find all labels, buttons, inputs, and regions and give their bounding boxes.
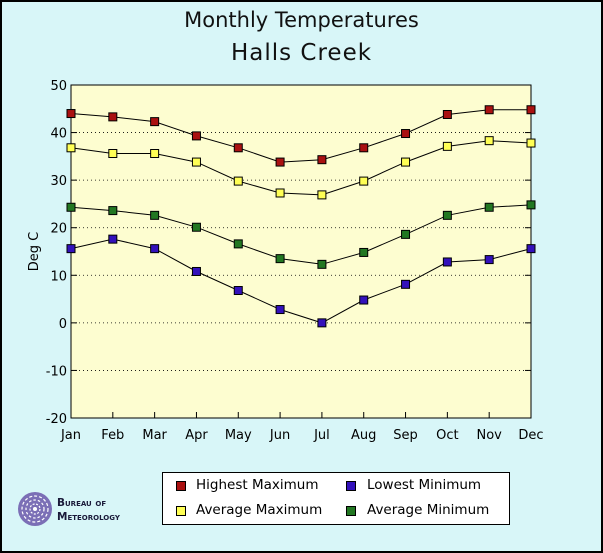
x-tick-label: Jul [313,428,330,443]
logo-line1: Bureau of [57,497,107,509]
x-tick-label: Dec [518,428,543,443]
data-point-3-3 [191,266,201,276]
data-point-3-5 [275,305,285,315]
data-point-3-7 [359,295,369,305]
legend-label-average-maximum: Average Maximum [196,502,323,518]
data-point-2-3 [191,222,201,232]
x-tick-label: Apr [185,428,208,443]
x-tick-label: May [225,428,252,443]
data-point-3-2 [150,244,160,254]
x-tick-label: Aug [351,428,376,443]
y-tick-label: 0 [59,317,67,332]
data-point-3-10 [484,255,494,265]
y-axis-label: Deg C [27,232,42,271]
y-tick-label: 50 [50,79,67,94]
data-point-0-0 [66,109,76,119]
data-point-1-2 [150,149,160,159]
data-point-0-3 [191,131,201,141]
series-line-3 [70,238,532,324]
chart-legend: Highest Maximum Lowest Minimum Average M… [162,472,510,525]
data-point-2-9 [442,210,452,220]
y-tick-label: 40 [50,127,67,142]
data-point-0-9 [442,109,452,119]
data-point-3-8 [401,279,411,289]
data-point-0-2 [150,117,160,127]
chart-subtitle: Halls Creek [230,40,373,66]
bureau-swirl-icon [18,492,52,526]
data-point-0-7 [359,143,369,153]
y-tick-label: 20 [50,222,67,237]
legend-label-lowest-minimum: Lowest Minimum [367,477,482,493]
data-point-2-7 [359,247,369,257]
data-point-3-6 [317,318,327,328]
legend-label-highest-maximum: Highest Maximum [196,477,319,493]
y-tick-label: -10 [46,364,67,379]
logo-text: Bureau of Meteorology [57,496,120,524]
x-tick-label: Jan [60,428,81,443]
series-line-0 [70,109,531,163]
data-point-1-6 [317,190,327,200]
x-tick-label: Oct [436,428,458,443]
data-point-1-0 [66,143,76,153]
x-tick-label: Jun [269,428,290,443]
data-point-3-4 [233,286,243,296]
y-tick-label: -20 [46,412,67,427]
data-point-1-5 [275,188,285,198]
x-tick-label: Nov [476,428,502,443]
data-point-0-11 [526,105,536,115]
data-point-3-1 [108,234,118,244]
data-point-3-0 [66,244,76,254]
data-point-1-1 [108,149,118,159]
data-point-0-4 [233,143,243,153]
legend-swatch-lowest-minimum [346,481,356,491]
logo-line2: Meteorology [57,511,120,523]
legend-label-average-minimum: Average Minimum [367,502,490,518]
data-point-2-2 [150,210,160,220]
data-point-2-8 [401,229,411,239]
legend-swatch-highest-maximum [176,481,186,491]
data-point-1-3 [191,157,201,167]
data-point-0-6 [317,155,327,165]
data-point-1-4 [233,176,243,186]
data-point-1-7 [359,176,369,186]
data-point-3-9 [442,257,452,267]
y-tick-label: 30 [50,174,67,189]
data-point-0-8 [401,129,411,139]
x-tick-label: Mar [142,428,167,443]
data-point-2-11 [526,200,536,210]
x-tick-label: Feb [101,428,124,443]
data-point-1-10 [484,136,494,146]
data-point-3-11 [526,244,536,254]
series-line-2 [70,204,532,265]
data-point-0-5 [275,157,285,167]
data-point-2-10 [484,202,494,212]
y-tick-label: 10 [50,269,67,284]
plot-area [71,85,531,418]
data-point-2-5 [275,254,285,264]
x-tick-label: Sep [393,428,418,443]
data-point-2-4 [233,239,243,249]
data-point-2-0 [66,202,76,212]
series-line-1 [70,140,532,196]
legend-swatch-average-maximum [176,506,186,516]
chart-title: Monthly Temperatures [184,8,419,32]
data-point-0-10 [484,105,494,115]
data-point-1-9 [442,141,452,151]
legend-swatch-average-minimum [346,506,356,516]
data-point-2-6 [317,259,327,269]
data-point-2-1 [108,206,118,216]
data-point-1-11 [526,138,536,148]
data-point-0-1 [108,112,118,122]
data-point-1-8 [401,157,411,167]
